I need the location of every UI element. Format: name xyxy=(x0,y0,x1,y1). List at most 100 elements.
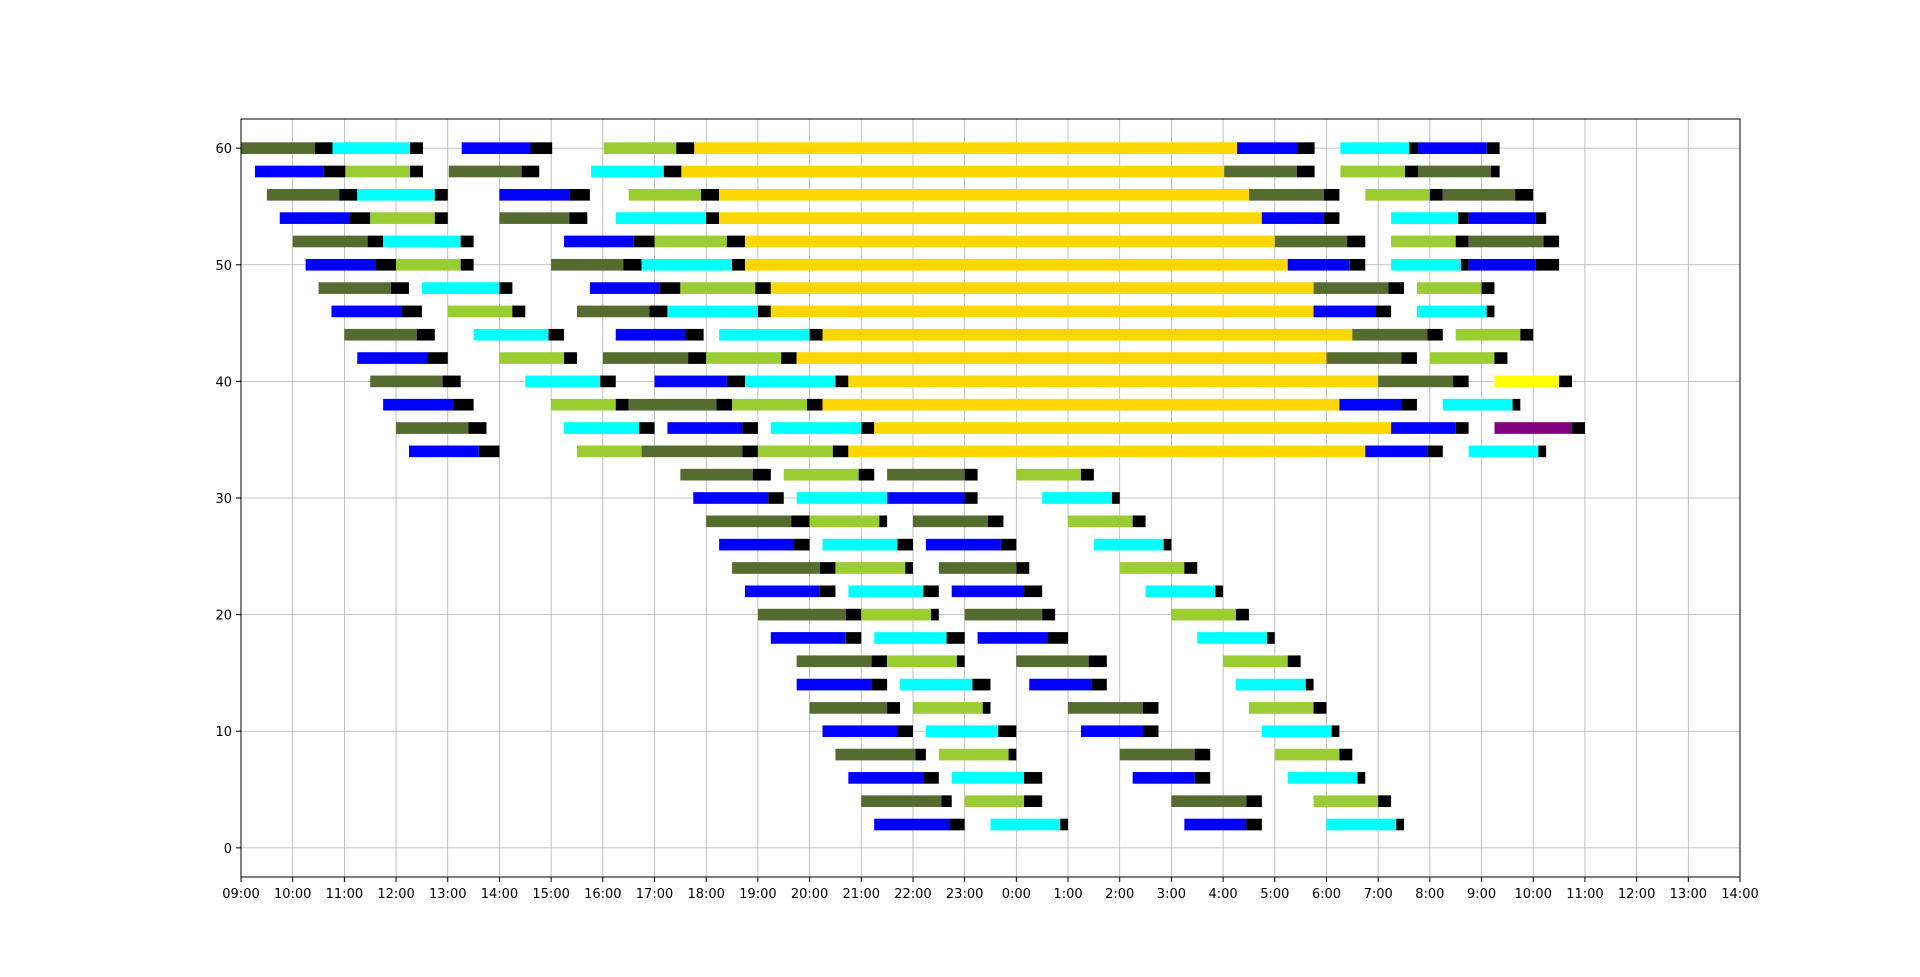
gantt-bar xyxy=(887,655,957,668)
gantt-bar xyxy=(1016,655,1089,668)
gantt-bar xyxy=(1535,258,1560,271)
gantt-bar xyxy=(548,328,565,341)
gantt-bar xyxy=(1093,538,1164,551)
gantt-bar xyxy=(848,445,1366,458)
x-tick-label: 12:00 xyxy=(377,887,414,902)
gantt-bar xyxy=(835,375,849,388)
gantt-bar xyxy=(600,375,616,388)
gantt-bar xyxy=(990,818,1061,831)
gantt-bar xyxy=(809,702,888,714)
gantt-bar xyxy=(964,608,1043,621)
gantt-bar xyxy=(564,352,577,364)
gantt-bar xyxy=(1287,772,1358,784)
gantt-bar xyxy=(1442,398,1513,411)
gantt-bar xyxy=(1274,235,1348,248)
gantt-bar xyxy=(796,352,1327,364)
gantt-bar xyxy=(1468,235,1544,248)
gantt-bar xyxy=(1453,375,1469,388)
x-tick-label: 4:00 xyxy=(1209,887,1238,902)
gantt-bar xyxy=(685,328,704,341)
gantt-bar xyxy=(1060,818,1069,831)
gantt-bar xyxy=(1091,678,1107,691)
gantt-bar xyxy=(628,188,702,201)
y-tick-label: 10 xyxy=(215,725,232,740)
gantt-bar xyxy=(1163,538,1172,551)
gantt-bar xyxy=(1417,165,1491,178)
gantt-bar xyxy=(1429,352,1495,364)
gantt-bar xyxy=(667,422,743,434)
gantt-bar xyxy=(473,328,549,341)
gantt-bar xyxy=(770,632,846,644)
gantt-bar xyxy=(925,725,999,738)
gantt-bar xyxy=(1287,655,1301,668)
x-tick-label: 09:00 xyxy=(222,887,259,902)
gantt-bar xyxy=(1248,188,1324,201)
gantt-bar xyxy=(706,352,782,364)
gantt-bar xyxy=(1024,585,1043,598)
gantt-bar xyxy=(871,655,888,668)
gantt-bar xyxy=(623,258,642,271)
gantt-bar xyxy=(946,632,965,644)
gantt-bar xyxy=(732,398,808,411)
gantt-bar xyxy=(1455,328,1521,341)
gantt-bar xyxy=(1490,165,1500,178)
gantt-bar xyxy=(931,608,939,621)
gantt-bar xyxy=(796,678,872,691)
y-tick-label: 30 xyxy=(215,492,232,507)
y-tick-label: 60 xyxy=(215,142,232,157)
gantt-bar xyxy=(951,772,1025,784)
y-axis: 0 10 20 30 40 50 60 xyxy=(215,142,241,857)
gantt-bar xyxy=(1042,608,1056,621)
gantt-bar xyxy=(887,492,965,504)
gantt-bar xyxy=(858,468,875,481)
gantt-bar xyxy=(796,655,872,668)
gantt-bar xyxy=(845,632,862,644)
gantt-bar xyxy=(499,352,565,364)
gantt-bar xyxy=(1029,678,1092,691)
gantt-bar xyxy=(732,562,820,574)
gantt-bar xyxy=(1323,212,1340,224)
gantt-bar xyxy=(848,772,924,784)
x-tick-label: 13:00 xyxy=(1670,887,1707,902)
gantt-bar xyxy=(1171,795,1247,808)
gantt-bar xyxy=(410,142,423,154)
gantt-bar xyxy=(628,398,717,411)
gantt-bar xyxy=(1494,375,1560,388)
gantt-bar xyxy=(1326,352,1402,364)
gantt-bar xyxy=(768,492,784,504)
gantt-bar xyxy=(1515,188,1534,201)
gantt-bar xyxy=(923,772,939,784)
gantt-bar xyxy=(1401,398,1417,411)
gantt-bar xyxy=(719,188,1249,201)
gantt-bar xyxy=(1305,678,1314,691)
gantt-bar xyxy=(897,725,913,738)
gantt-bar xyxy=(819,585,836,598)
gantt-bar xyxy=(923,585,939,598)
gantt-bar xyxy=(447,305,513,318)
gantt-bar xyxy=(1388,282,1405,294)
gantt-bar xyxy=(589,282,660,294)
gantt-bar xyxy=(1416,282,1482,294)
gantt-bar xyxy=(396,258,461,271)
gantt-bar xyxy=(1391,258,1461,271)
gantt-bar xyxy=(1088,655,1107,668)
y-tick-label: 0 xyxy=(224,842,232,857)
gantt-bar xyxy=(809,515,880,528)
y-tick-label: 50 xyxy=(215,259,232,274)
gantt-bar xyxy=(370,212,435,224)
gantt-bar xyxy=(951,585,1025,598)
gantt-bar xyxy=(654,375,727,388)
gantt-bar xyxy=(887,702,901,714)
gantt-bar xyxy=(1442,188,1516,201)
gantt-bar xyxy=(822,538,898,551)
gantt-bar xyxy=(1024,795,1043,808)
gantt-bar xyxy=(1468,212,1536,224)
gantt-bar xyxy=(1132,772,1195,784)
gantt-bar xyxy=(564,235,634,248)
gantt-bar xyxy=(305,258,376,271)
gantt-bar xyxy=(1468,445,1539,458)
gantt-bar xyxy=(1357,772,1366,784)
gantt-bar xyxy=(972,678,991,691)
gantt-bar xyxy=(1494,352,1508,364)
gantt-bar xyxy=(1236,678,1306,691)
